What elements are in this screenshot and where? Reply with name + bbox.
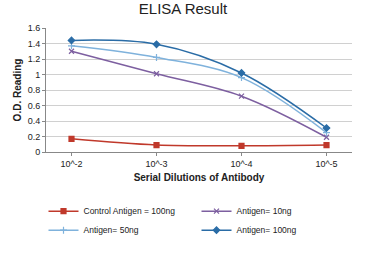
svg-text:0.4: 0.4 <box>28 116 41 126</box>
svg-text:1: 1 <box>35 70 40 80</box>
svg-text:1.6: 1.6 <box>28 23 41 33</box>
svg-text:1.2: 1.2 <box>28 54 41 64</box>
svg-text:Antigen= 10ng: Antigen= 10ng <box>237 206 292 216</box>
svg-text:Antigen= 50ng: Antigen= 50ng <box>84 225 139 235</box>
svg-text:10^-4: 10^-4 <box>230 159 252 169</box>
svg-text:Control Antigen = 100ng: Control Antigen = 100ng <box>84 206 176 216</box>
svg-text:1.4: 1.4 <box>28 39 41 49</box>
svg-text:10^-3: 10^-3 <box>145 159 167 169</box>
svg-text:Antigen= 100ng: Antigen= 100ng <box>237 225 297 235</box>
svg-text:10^-2: 10^-2 <box>60 159 82 169</box>
svg-text:Serial Dilutions of Antibody: Serial Dilutions of Antibody <box>134 172 265 183</box>
svg-text:0.6: 0.6 <box>28 101 41 111</box>
svg-text:O.D. Reading: O.D. Reading <box>12 59 23 122</box>
svg-text:10^-5: 10^-5 <box>315 159 337 169</box>
svg-text:0: 0 <box>35 147 40 157</box>
svg-text:0.8: 0.8 <box>28 85 41 95</box>
svg-text:ELISA Result: ELISA Result <box>139 0 228 17</box>
svg-text:0.2: 0.2 <box>28 132 41 142</box>
